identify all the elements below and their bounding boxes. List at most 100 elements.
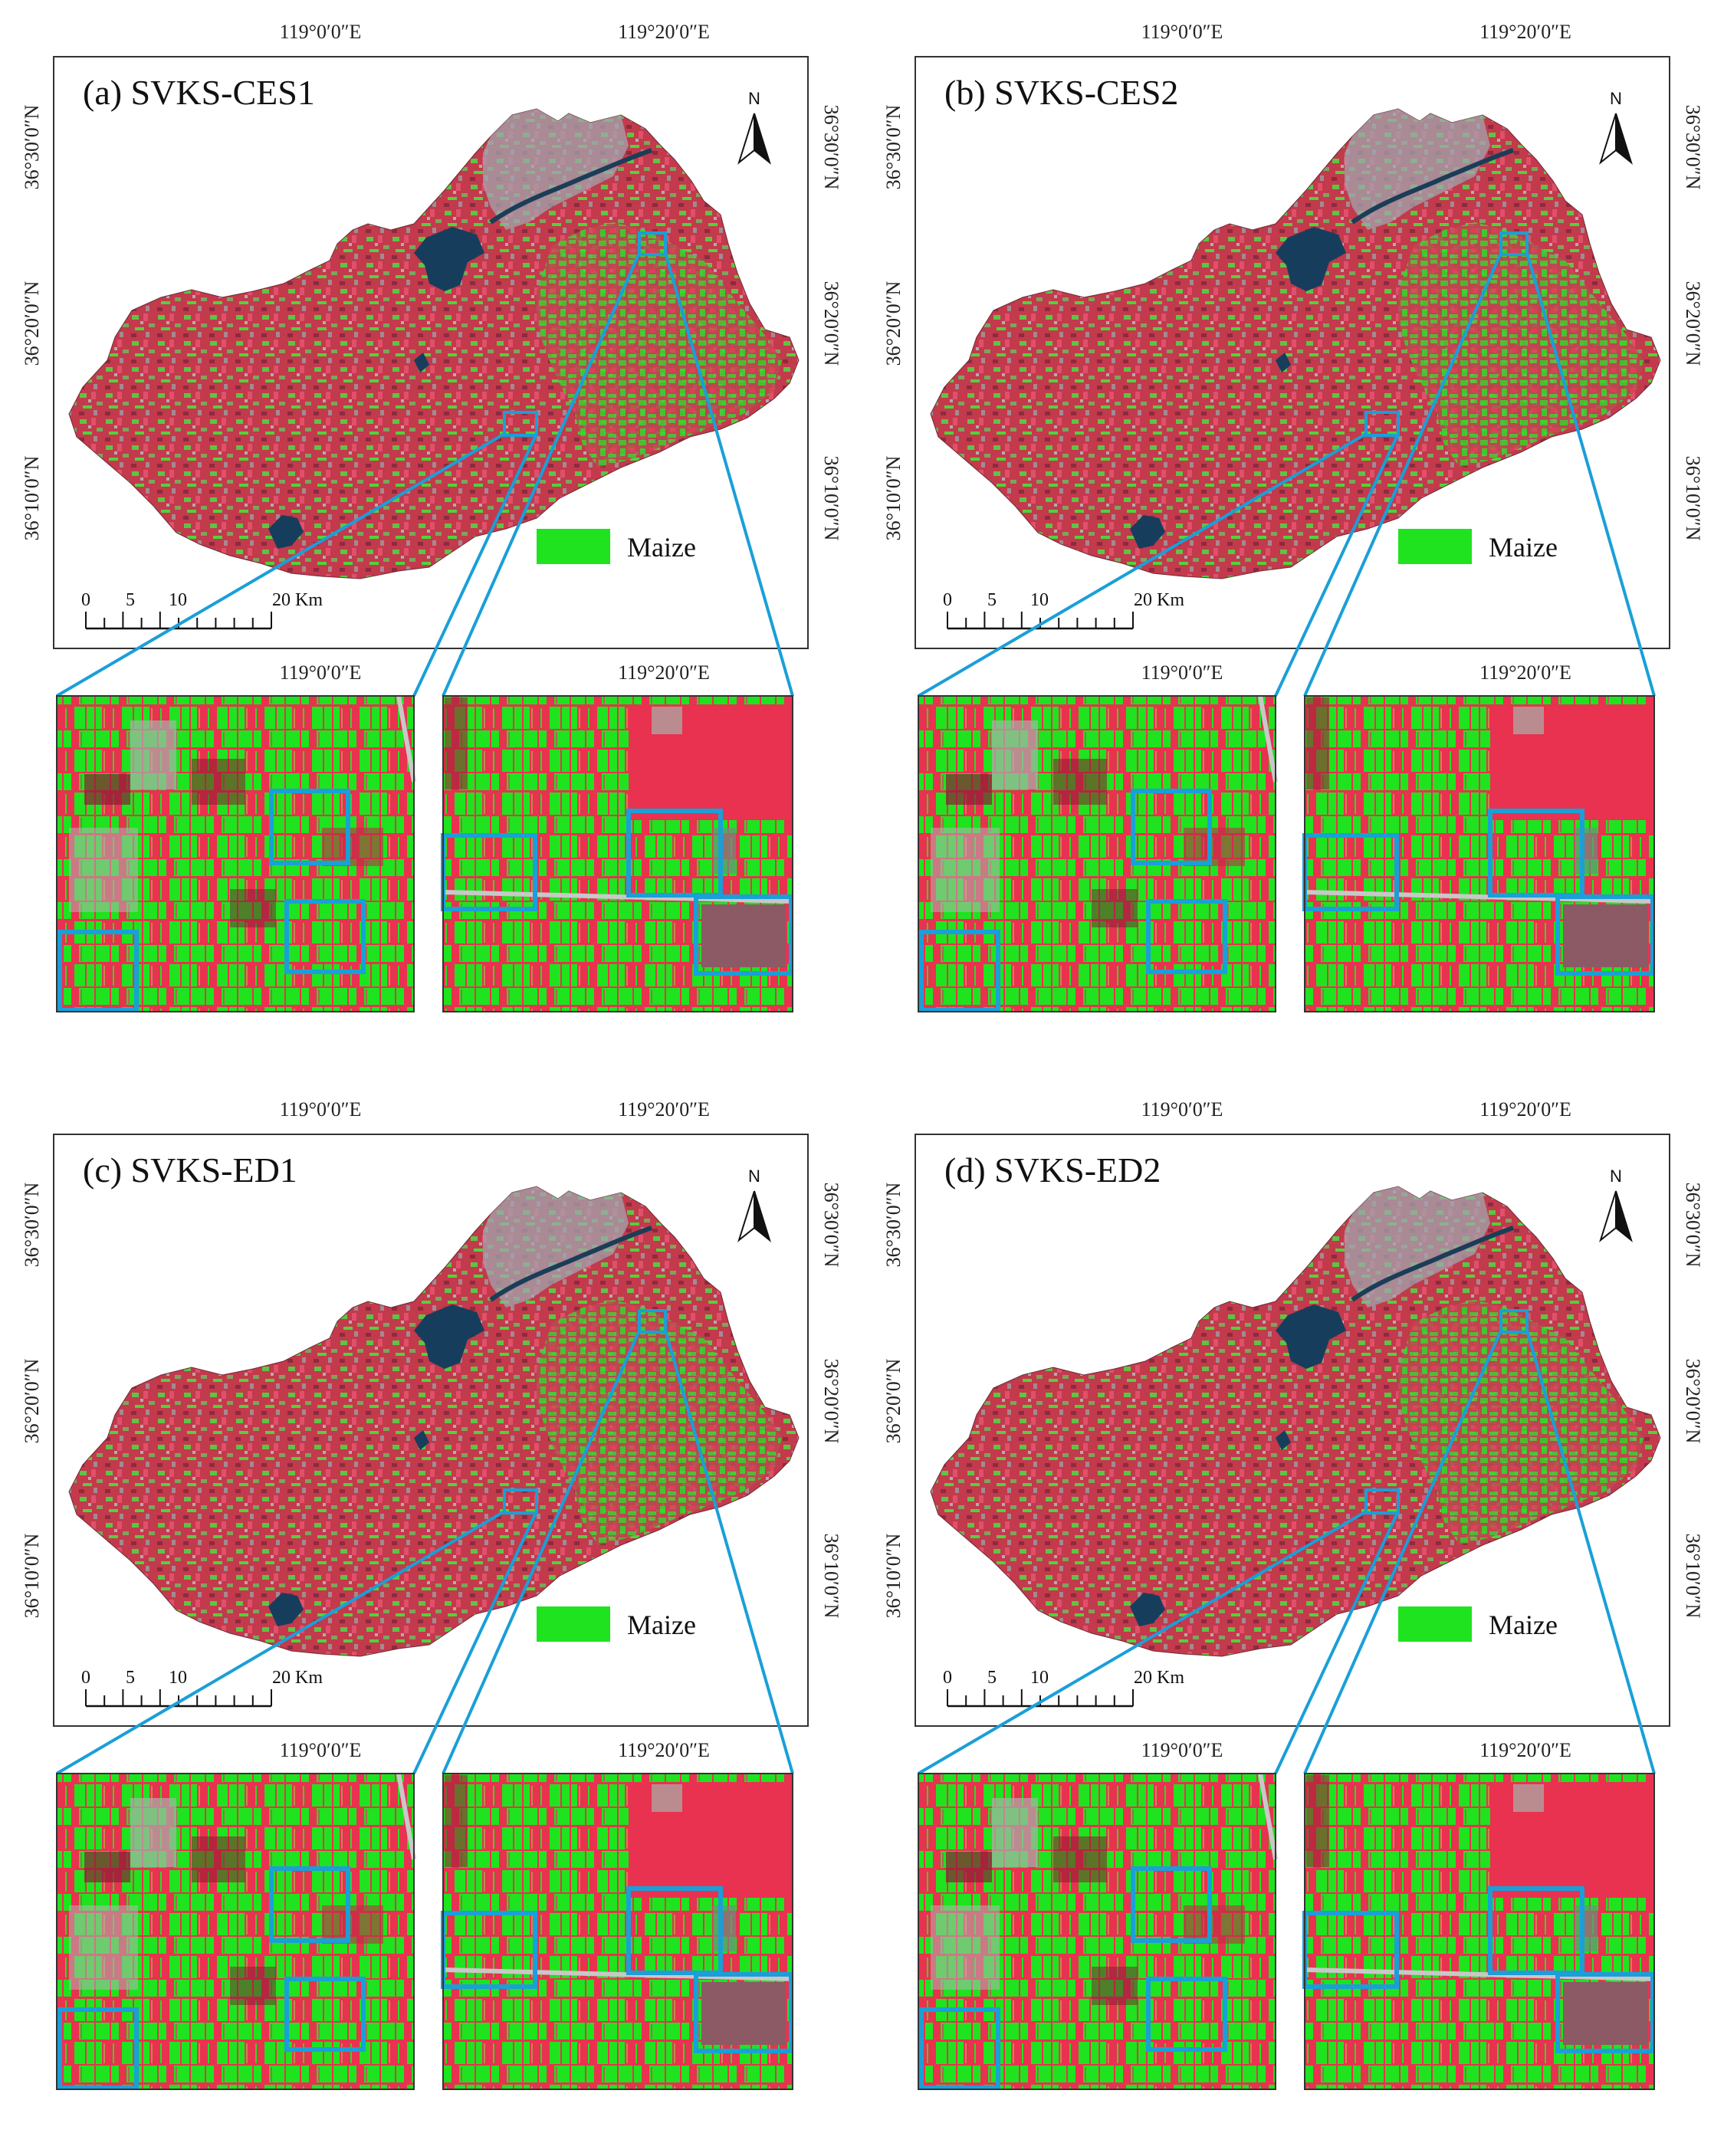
inset-lon-label-right: 119°20′0″E [618,661,710,684]
map-panel-b: 119°0′0″E 119°20′0″E 36°30′0″N 36°20′0″N… [862,0,1723,1078]
lat-label-left-20: 36°20′0″N [882,281,905,366]
legend-label: Maize [627,1610,696,1640]
lat-label-left-30: 36°30′0″N [21,104,43,189]
legend-swatch-maize [1398,1606,1472,1642]
inset-map-left [56,1773,416,2090]
river [1351,148,1514,225]
panel-svg: 119°0′0″E 119°20′0″E 36°30′0″N 36°20′0″N… [21,1098,842,2090]
lat-label-right-10: 36°10′0″N [1682,456,1704,541]
north-label: N [748,1167,760,1186]
lat-label-left-10: 36°10′0″N [21,1533,43,1618]
lat-label-right-30: 36°30′0″N [1682,105,1704,190]
lat-label-left-20: 36°20′0″N [21,1358,43,1443]
inset-map-right [441,1773,793,2090]
legend-swatch-maize [537,529,610,564]
inset-locator-left [503,411,538,437]
lat-label-left-10: 36°10′0″N [882,1533,905,1618]
urban-area [1345,1186,1490,1308]
lat-label-right-30: 36°30′0″N [820,105,842,190]
scale-tick-10: 10 [1030,1668,1049,1688]
legend-label: Maize [1489,1610,1558,1640]
legend-swatch-maize [537,1606,610,1642]
scale-tick-0: 0 [81,1668,90,1688]
zoom-box-5 [626,1886,723,1975]
inset-locator-right [638,1309,667,1334]
scale-tick-5: 5 [987,1668,997,1688]
reservoir-water [1276,227,1346,291]
panel-title-a: (a) SVKS-CES1 [83,73,315,112]
panel-title-b: (b) SVKS-CES2 [944,73,1178,112]
scale-tick-0: 0 [943,1668,952,1688]
river [1351,1226,1514,1302]
zoom-box-2 [284,899,366,974]
scale-bar: 0 5 10 20 Km [81,590,323,630]
scale-tick-5: 5 [126,1668,135,1688]
north-arrow-icon: N [737,1167,771,1242]
zoom-box-3 [919,930,1000,1012]
inset-locator-right [1499,231,1529,256]
inset-lon-label-left: 119°0′0″E [1141,1739,1223,1761]
inset-lon-label-left: 119°0′0″E [280,1739,362,1761]
urban-area [483,1186,629,1308]
scale-tick-10: 10 [169,590,187,610]
lat-label-left-30: 36°30′0″N [882,1182,905,1267]
north-arrow-icon: N [1599,1167,1633,1242]
lat-label-left-20: 36°20′0″N [882,1358,905,1443]
lon-label-top-right: 119°20′0″E [1479,1098,1571,1121]
inset-lon-label-right: 119°20′0″E [1479,1739,1571,1761]
lat-label-right-20: 36°20′0″N [1682,281,1704,366]
zoom-box-1 [269,1866,350,1943]
inset-locator-left [1364,1488,1400,1514]
lat-label-left-30: 36°30′0″N [21,1182,43,1267]
lat-label-right-10: 36°10′0″N [820,1534,842,1619]
lon-label-top-right: 119°20′0″E [1479,21,1571,43]
county-satellite-image [930,1186,1661,1657]
county-satellite-image [68,108,800,579]
pond [414,1430,429,1450]
lat-label-left-10: 36°10′0″N [21,455,43,540]
map-panel-c: 119°0′0″E 119°20′0″E 36°30′0″N 36°20′0″N… [0,1078,862,2155]
urban-area [483,109,629,230]
small-reservoir [1130,515,1165,549]
zoom-box-1 [1131,1866,1212,1943]
inset-map-right [441,695,793,1012]
reservoir-water [414,1304,484,1369]
scale-bar: 0 5 10 20 Km [943,590,1184,630]
zoom-box-5 [1488,1886,1584,1975]
zoom-box-2 [284,1977,366,2052]
zoom-box-5 [1488,809,1584,898]
lon-label-top-right: 119°20′0″E [618,21,710,43]
lat-label-right-10: 36°10′0″N [820,456,842,541]
scale-bar: 0 5 10 20 Km [943,1668,1184,1708]
scale-bar: 0 5 10 20 Km [81,1668,323,1708]
lat-label-right-20: 36°20′0″N [820,281,842,366]
small-reservoir [268,515,304,549]
urban-area [1345,109,1490,230]
zoom-box-2 [1146,899,1227,974]
zoom-box-3 [57,2007,139,2090]
lon-label-top-left: 119°0′0″E [1141,1098,1223,1121]
scale-tick-20: 20 Km [1134,1668,1184,1688]
map-panel-d: 119°0′0″E 119°20′0″E 36°30′0″N 36°20′0″N… [862,1078,1723,2155]
small-reservoir [1130,1593,1165,1626]
inset-locator-right [1499,1309,1529,1334]
scale-tick-10: 10 [169,1668,187,1688]
inset-lon-label-right: 119°20′0″E [618,1739,710,1761]
lat-label-right-20: 36°20′0″N [820,1359,842,1444]
scale-tick-5: 5 [987,590,997,610]
zoom-box-6 [694,1972,793,2053]
north-label: N [1610,89,1622,108]
panel-svg: 119°0′0″E 119°20′0″E 36°30′0″N 36°20′0″N… [882,1098,1704,2090]
panel-svg: 119°0′0″E 119°20′0″E 36°30′0″N 36°20′0″N… [882,21,1704,1012]
reservoir-water [1276,1304,1346,1369]
reservoir-water [414,227,484,291]
small-reservoir [268,1593,304,1626]
scale-tick-0: 0 [81,590,90,610]
pond [1276,1430,1291,1450]
legend-label: Maize [1489,532,1558,563]
lat-label-left-30: 36°30′0″N [882,104,905,189]
zoom-box-6 [694,894,793,976]
county-satellite-image [68,1186,800,1657]
scale-tick-20: 20 Km [272,590,323,610]
inset-lon-label-right: 119°20′0″E [1479,661,1571,684]
